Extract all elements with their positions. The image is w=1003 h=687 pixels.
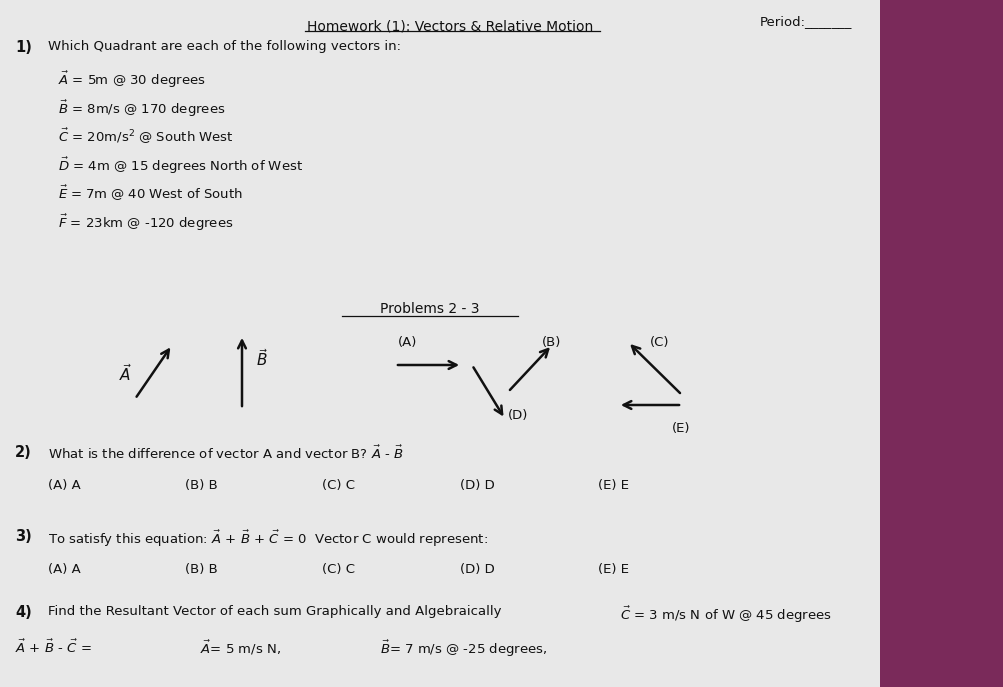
Text: $\vec{E}$ = 7m @ 40 West of South: $\vec{E}$ = 7m @ 40 West of South — [58, 184, 243, 203]
Text: What is the difference of vector A and vector B? $\vec{A}$ - $\vec{B}$: What is the difference of vector A and v… — [48, 445, 403, 462]
Text: Problems 2 - 3: Problems 2 - 3 — [380, 302, 479, 316]
Text: $\vec{F}$ = 23km @ -120 degrees: $\vec{F}$ = 23km @ -120 degrees — [58, 212, 234, 233]
Text: Which Quadrant are each of the following vectors in:: Which Quadrant are each of the following… — [48, 40, 400, 53]
Text: (A) A: (A) A — [48, 563, 80, 576]
Text: $\vec{C}$ = 3 m/s N of W @ 45 degrees: $\vec{C}$ = 3 m/s N of W @ 45 degrees — [620, 605, 831, 625]
Text: Homework (1): Vectors & Relative Motion: Homework (1): Vectors & Relative Motion — [307, 19, 593, 33]
Text: 4): 4) — [15, 605, 32, 620]
Text: (A) A: (A) A — [48, 479, 80, 492]
Text: (B): (B) — [542, 336, 561, 349]
Text: To satisfy this equation: $\vec{A}$ + $\vec{B}$ + $\vec{C}$ = 0  Vector C would : To satisfy this equation: $\vec{A}$ + $\… — [48, 529, 487, 550]
FancyBboxPatch shape — [0, 0, 879, 687]
Text: (D): (D) — [508, 409, 528, 422]
Text: (D) D: (D) D — [459, 479, 494, 492]
Text: (B) B: (B) B — [185, 563, 218, 576]
Text: $\vec{A}$ + $\vec{B}$ - $\vec{C}$ =: $\vec{A}$ + $\vec{B}$ - $\vec{C}$ = — [15, 639, 91, 656]
Text: (A): (A) — [397, 336, 417, 349]
Text: 3): 3) — [15, 529, 32, 544]
Text: Period:_______: Period:_______ — [759, 15, 852, 28]
Text: $\vec{B}$= 7 m/s @ -25 degrees,: $\vec{B}$= 7 m/s @ -25 degrees, — [379, 639, 547, 660]
Text: (C) C: (C) C — [322, 479, 355, 492]
Text: (E) E: (E) E — [598, 479, 628, 492]
Text: $\vec{D}$ = 4m @ 15 degrees North of West: $\vec{D}$ = 4m @ 15 degrees North of Wes… — [58, 155, 303, 176]
Text: (E) E: (E) E — [598, 563, 628, 576]
Text: (C) C: (C) C — [322, 563, 355, 576]
Text: $\vec{B}$ = 8m/s @ 170 degrees: $\vec{B}$ = 8m/s @ 170 degrees — [58, 98, 226, 119]
Text: $\vec{A}$= 5 m/s N,: $\vec{A}$= 5 m/s N, — [200, 639, 281, 657]
Text: (C): (C) — [649, 336, 669, 349]
Text: Find the Resultant Vector of each sum Graphically and Algebraically: Find the Resultant Vector of each sum Gr… — [48, 605, 502, 618]
Text: 1): 1) — [15, 40, 32, 55]
Text: $\vec{A}$: $\vec{A}$ — [118, 363, 131, 385]
Text: (B) B: (B) B — [185, 479, 218, 492]
Text: $\vec{C}$ = 20m/s$^2$ @ South West: $\vec{C}$ = 20m/s$^2$ @ South West — [58, 127, 234, 146]
Text: (D) D: (D) D — [459, 563, 494, 576]
Text: $\vec{A}$ = 5m @ 30 degrees: $\vec{A}$ = 5m @ 30 degrees — [58, 70, 206, 91]
Text: 2): 2) — [15, 445, 32, 460]
Text: (E): (E) — [671, 422, 690, 435]
Text: $\vec{B}$: $\vec{B}$ — [256, 348, 268, 370]
FancyBboxPatch shape — [879, 0, 1003, 687]
